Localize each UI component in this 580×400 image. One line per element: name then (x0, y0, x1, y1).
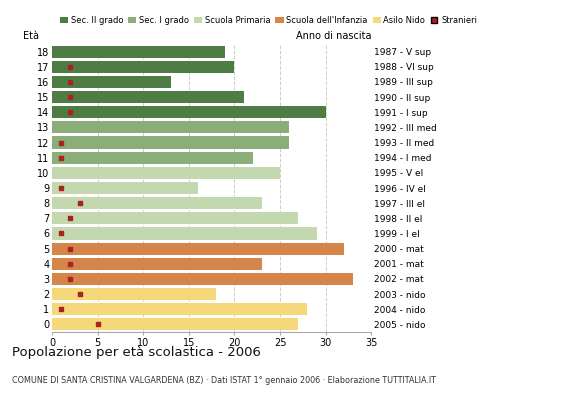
Text: Età: Età (23, 31, 39, 41)
Bar (52, 167, 280, 179)
Bar (52, 318, 298, 330)
Text: Popolazione per età scolastica - 2006: Popolazione per età scolastica - 2006 (12, 346, 260, 359)
Bar (52, 121, 289, 134)
Bar (52, 288, 216, 300)
Bar (52, 76, 171, 88)
Bar (52, 242, 344, 255)
Bar (52, 197, 262, 209)
Bar (52, 258, 262, 270)
Bar (52, 136, 289, 148)
Text: Anno di nascita: Anno di nascita (296, 31, 371, 41)
Bar (52, 152, 253, 164)
Bar (52, 91, 244, 103)
Text: COMUNE DI SANTA CRISTINA VALGARDENA (BZ) · Dati ISTAT 1° gennaio 2006 · Elaboraz: COMUNE DI SANTA CRISTINA VALGARDENA (BZ)… (12, 376, 436, 385)
Bar (52, 212, 298, 224)
Bar (52, 106, 325, 118)
Bar (52, 61, 234, 73)
Bar (52, 46, 226, 58)
Bar (52, 182, 198, 194)
Bar (52, 273, 353, 285)
Bar (52, 228, 317, 240)
Legend: Sec. II grado, Sec. I grado, Scuola Primaria, Scuola dell'Infanzia, Asilo Nido, : Sec. II grado, Sec. I grado, Scuola Prim… (56, 13, 480, 28)
Bar (52, 303, 307, 315)
